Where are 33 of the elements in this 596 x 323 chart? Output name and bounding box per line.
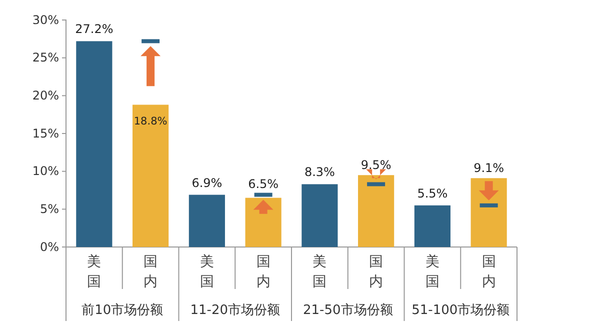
x-tick-label: 国内 — [369, 254, 384, 290]
data-label: 5.5% — [417, 186, 448, 200]
y-tick-label: 30% — [32, 12, 59, 27]
y-tick-label: 10% — [32, 164, 59, 178]
y-tick-label: 15% — [32, 126, 59, 140]
x-tick-label: 国内 — [256, 254, 270, 290]
x-tick-label: 美国 — [87, 254, 102, 290]
bar — [302, 184, 338, 247]
data-label: 8.3% — [304, 165, 335, 180]
x-tick-label: 美国 — [312, 254, 327, 290]
x-tick-label: 美国 — [200, 254, 214, 290]
text: 11-20市场份额 — [190, 303, 280, 318]
x-tick-label: 国内 — [144, 254, 158, 290]
x-tick-label: 国内 — [482, 254, 496, 290]
data-label: 6.5% — [248, 176, 279, 191]
text: 51-100市场份额 — [412, 303, 510, 318]
data-label: 18.8% — [134, 116, 168, 128]
bar — [132, 104, 169, 247]
y-tick-label: 5% — [40, 202, 59, 216]
data-label: 9.5% — [360, 158, 392, 172]
bar — [414, 205, 450, 247]
y-tick-label: 0% — [40, 240, 59, 254]
text: 21-50市场份额 — [302, 303, 393, 318]
y-tick-label: 20% — [32, 88, 59, 103]
bar — [470, 178, 507, 247]
x-tick-label: 美国 — [425, 254, 440, 290]
bar — [76, 41, 112, 247]
text: 前10市场份额 — [82, 303, 164, 318]
data-label: 27.2% — [75, 22, 114, 36]
y-tick-label: 25% — [32, 50, 59, 65]
data-label: 9.1% — [474, 161, 504, 176]
data-label: 6.9% — [192, 176, 222, 190]
bar — [188, 194, 225, 247]
